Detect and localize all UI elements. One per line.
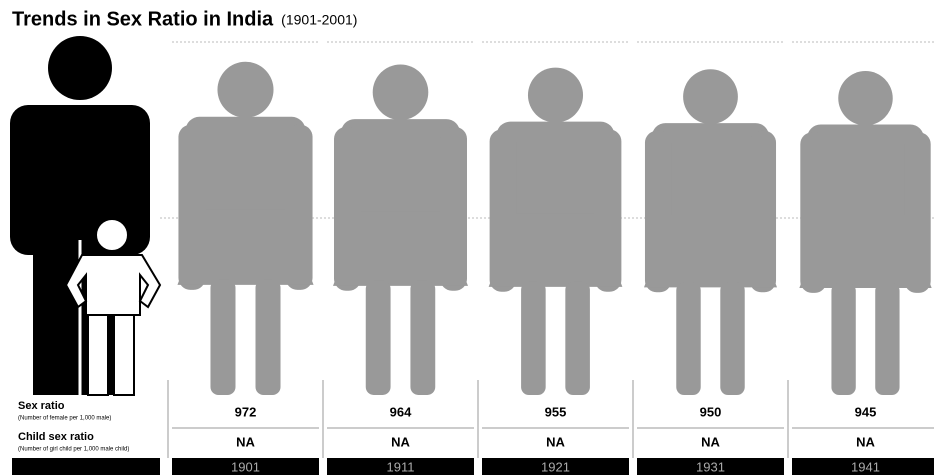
torso — [185, 116, 306, 217]
skirt — [177, 209, 314, 285]
skirt — [643, 214, 778, 288]
year-label: 1901 — [231, 459, 260, 474]
row-note: (Number of girl child per 1,000 male chi… — [18, 447, 129, 453]
head — [838, 71, 893, 126]
leg — [365, 280, 391, 395]
leg — [676, 282, 701, 395]
head — [217, 61, 274, 118]
value-label: NA — [701, 434, 720, 449]
female-figure — [333, 64, 468, 395]
value-label: NA — [856, 434, 875, 449]
value-label: NA — [236, 434, 255, 449]
year-bar — [172, 458, 319, 475]
torso — [807, 124, 924, 222]
value-label: NA — [391, 434, 410, 449]
year-bar — [327, 458, 474, 475]
value-label: 955 — [545, 404, 567, 419]
value-label: 950 — [700, 404, 722, 419]
skirt — [488, 213, 623, 287]
torso — [651, 123, 770, 221]
year-bar — [792, 458, 934, 475]
year-label: 1941 — [851, 459, 880, 474]
skirt — [799, 215, 932, 288]
head — [527, 67, 584, 123]
head — [372, 64, 429, 121]
skirt — [333, 211, 468, 286]
leg — [565, 281, 590, 395]
leg — [521, 281, 546, 395]
year-label: 1921 — [541, 459, 570, 474]
row-label: Sex ratio — [18, 400, 65, 412]
torso — [496, 121, 615, 220]
value-label: 945 — [855, 404, 877, 419]
year-label: 1911 — [387, 459, 415, 474]
row-label: Child sex ratio — [18, 431, 94, 443]
leg — [720, 282, 745, 395]
female-figure — [799, 71, 932, 395]
leg — [210, 279, 236, 395]
value-label: 964 — [390, 404, 412, 419]
year-bar — [637, 458, 784, 475]
female-figure — [177, 61, 314, 395]
year-label: 1931 — [696, 459, 725, 474]
child-figure — [64, 218, 162, 396]
row-labels: Sex ratio (Number of female per 1,000 ma… — [18, 400, 129, 453]
chart-subtitle: (1901-2001) — [281, 12, 357, 28]
torso — [340, 119, 461, 219]
value-label: 972 — [235, 404, 257, 419]
female-figure — [488, 67, 623, 395]
value-label: NA — [546, 434, 565, 449]
female-figure — [643, 69, 778, 395]
chart-title: Trends in Sex Ratio in India — [12, 8, 274, 30]
leg — [831, 283, 856, 395]
year-bar — [12, 458, 160, 475]
leg — [255, 279, 281, 395]
leg — [875, 283, 900, 395]
row-note: (Number of female per 1,000 male) — [18, 416, 111, 422]
head — [683, 69, 738, 125]
year-bar — [482, 458, 629, 475]
leg — [410, 280, 436, 395]
